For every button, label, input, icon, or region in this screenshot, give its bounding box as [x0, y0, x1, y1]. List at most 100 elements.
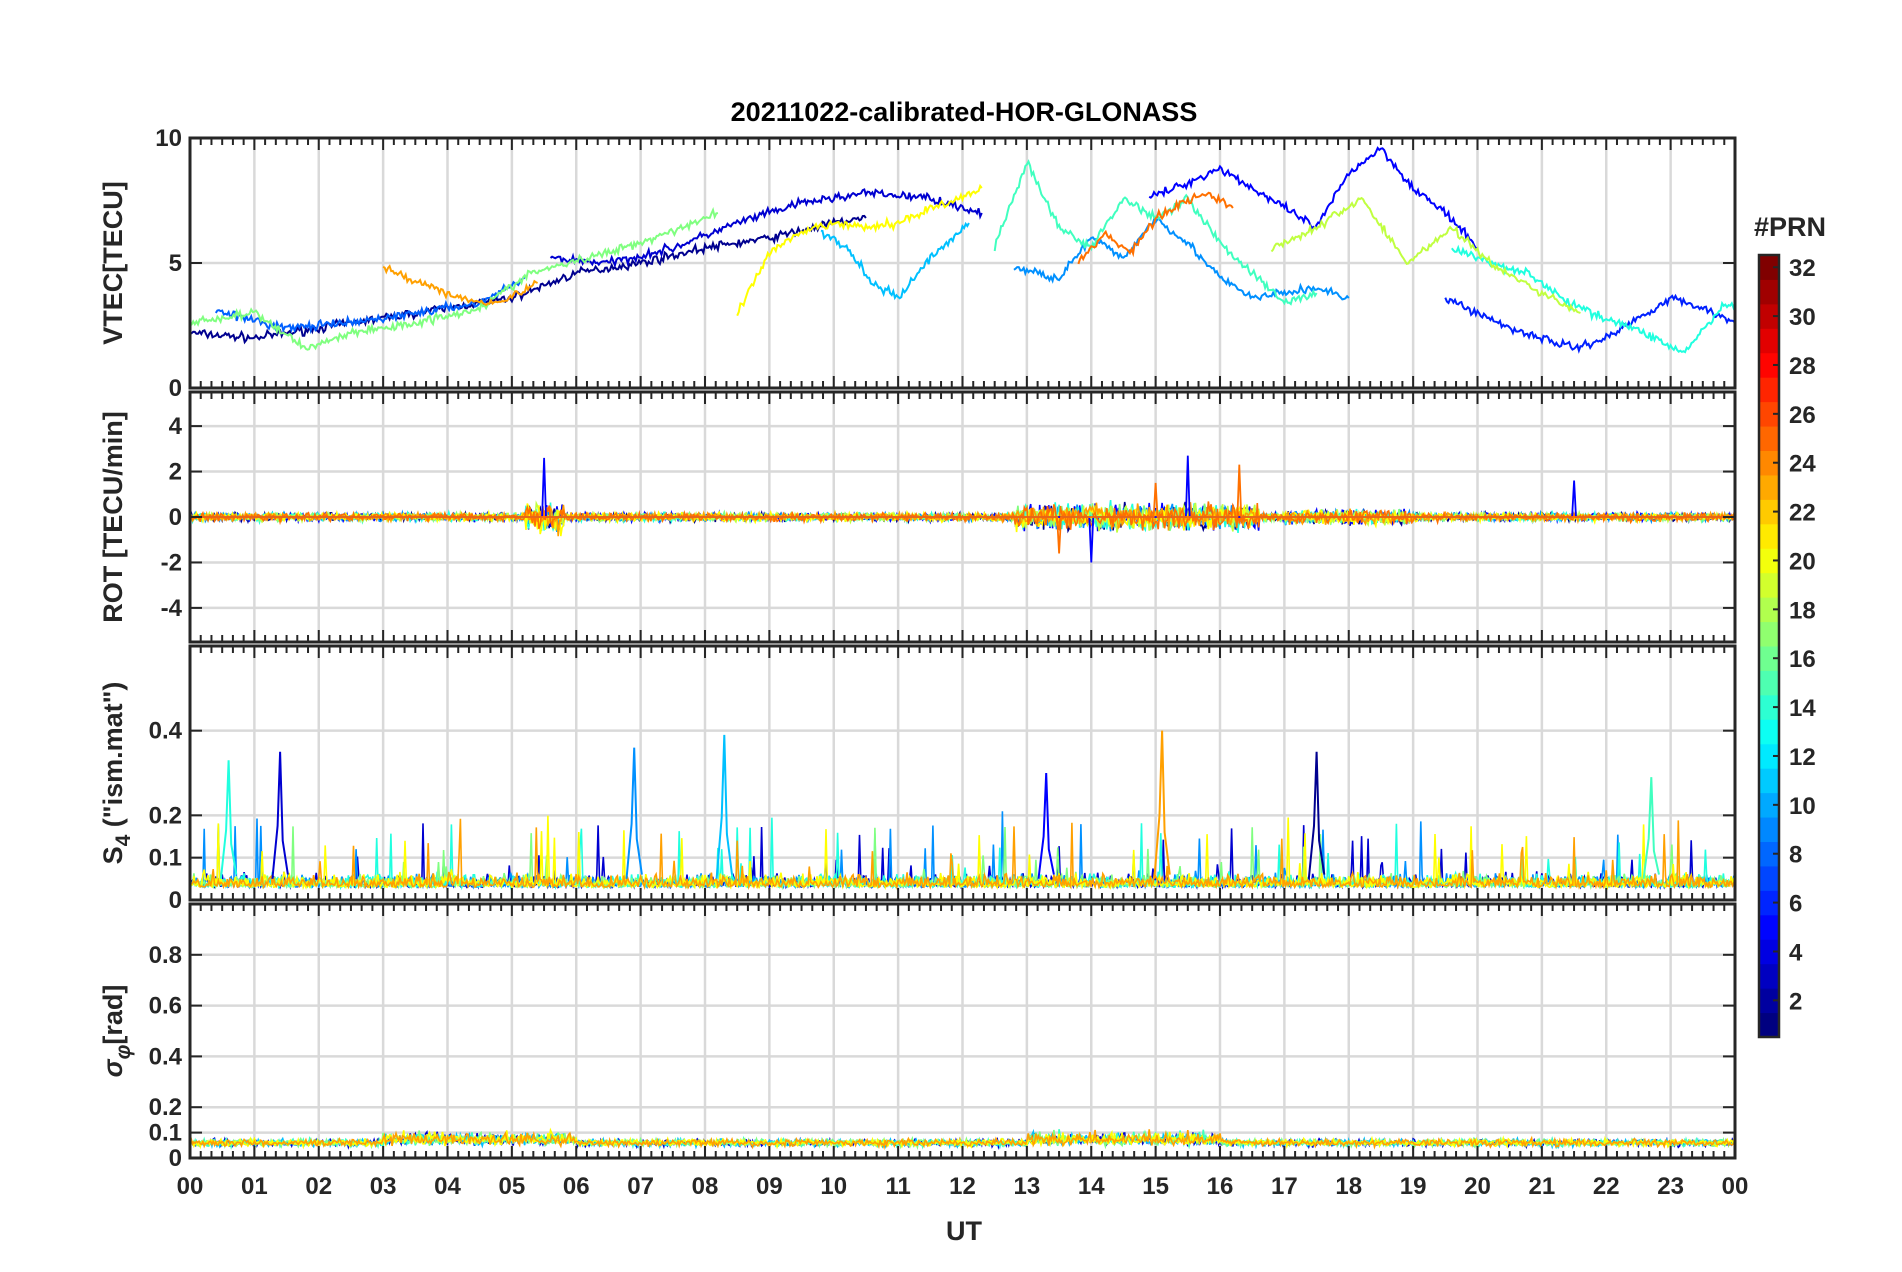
colorbar-segment — [1759, 890, 1779, 916]
colorbar-segment — [1759, 621, 1779, 647]
colorbar-segment — [1759, 914, 1779, 940]
s4-peak — [625, 747, 643, 879]
x-tick-label: 16 — [1207, 1173, 1234, 1200]
vtec-series-line — [382, 264, 539, 307]
colorbar-segment — [1759, 474, 1779, 500]
colorbar-tick-label: 6 — [1789, 891, 1802, 918]
s4-series-line — [190, 818, 1735, 891]
colorbar-segment — [1759, 279, 1779, 305]
vtec-series-line — [549, 188, 983, 269]
x-tick-label: 14 — [1078, 1173, 1105, 1200]
colorbar-segment — [1759, 377, 1779, 403]
x-tick-label: 15 — [1142, 1173, 1169, 1200]
colorbar-segment — [1759, 352, 1779, 378]
x-tick-label: 20 — [1464, 1173, 1491, 1200]
y-axis-title-rest: [rad] — [98, 985, 128, 1045]
colorbar-segment — [1759, 792, 1779, 818]
colorbar-segment — [1759, 988, 1779, 1014]
x-tick-label: 12 — [949, 1173, 976, 1200]
y-axis-title-vtec: VTEC[TECU] — [98, 181, 128, 345]
plot-area-vtec — [190, 146, 1735, 354]
x-tick-label: 23 — [1657, 1173, 1684, 1200]
panel-rot: -4 -2 0 2 4 ROT [TECU/min] — [98, 390, 1737, 644]
y-tick-label: 10 — [155, 125, 182, 152]
x-axis-title: UT — [946, 1216, 982, 1246]
x-tick-label: 08 — [692, 1173, 719, 1200]
plot-area-s4 — [190, 730, 1735, 891]
colorbar-tick-label: 8 — [1789, 842, 1802, 869]
vtec-series-line — [1013, 217, 1350, 302]
colorbar-tick-label: 16 — [1789, 646, 1816, 673]
colorbar-segment — [1759, 523, 1779, 549]
s4-peak — [1642, 777, 1660, 879]
panel-sigma_phi: 00.10.2 0.4 0.6 0.8 σφ[rad] 00 01 02 03 04 05 06 07 0… — [98, 902, 1749, 1200]
colorbar-segment — [1759, 572, 1779, 598]
colorbar-tick-label: 12 — [1789, 744, 1816, 771]
y-tick-label: 2 — [169, 459, 182, 486]
colorbar-segment — [1759, 548, 1779, 574]
colorbar-tick-label: 26 — [1789, 402, 1816, 429]
y-axis-title-sub: 4 — [112, 834, 135, 846]
y-axis-title-rest: ("ism.mat") — [98, 682, 128, 835]
y-tick-label: 0.4 — [149, 1043, 183, 1070]
vtec-series-line — [1077, 191, 1234, 265]
x-tick-label: 00 — [1722, 1173, 1749, 1200]
x-tick-label: 19 — [1400, 1173, 1427, 1200]
colorbar-tick-label: 22 — [1789, 500, 1816, 527]
colorbar-segment — [1759, 499, 1779, 525]
vtec-series-line — [1270, 196, 1581, 314]
colorbar-segment — [1759, 694, 1779, 720]
y-tick-label: -4 — [161, 595, 183, 622]
x-tick-label: 04 — [434, 1173, 461, 1200]
x-tick-label: 10 — [820, 1173, 847, 1200]
colorbar-segment — [1759, 670, 1779, 696]
colorbar-segment — [1759, 1012, 1779, 1038]
panel-vtec: 0 5 10 VTEC[TECU] — [98, 125, 1737, 402]
x-axis-title-group: UT — [946, 1216, 982, 1246]
x-tick-label: 17 — [1271, 1173, 1298, 1200]
sigma-phi-series-line — [190, 1129, 1735, 1151]
x-tick-label: 22 — [1593, 1173, 1620, 1200]
colorbar-tick-label: 14 — [1789, 695, 1816, 722]
vtec-series-line — [993, 159, 1318, 306]
y-axis-title-rot: ROT [TECU/min] — [98, 411, 128, 622]
colorbar-segment — [1759, 597, 1779, 623]
s4-peak — [1153, 730, 1171, 879]
x-tick-label: 07 — [627, 1173, 654, 1200]
y-tick-label: 4 — [169, 413, 183, 440]
colorbar-segment — [1759, 719, 1779, 745]
colorbar-tick-label: 32 — [1789, 255, 1816, 282]
x-tick-label: 21 — [1529, 1173, 1556, 1200]
x-tick-label: 02 — [305, 1173, 332, 1200]
x-tick-label: 00 — [177, 1173, 204, 1200]
y-axis-title-sub: φ — [112, 1044, 135, 1059]
vtec-series-line — [1451, 244, 1735, 354]
s4-peak — [219, 760, 238, 879]
plot-area-sigma_phi — [190, 1127, 1735, 1151]
y-tick-label: -2 — [161, 549, 182, 576]
y-tick-label: 0.8 — [149, 942, 182, 969]
y-axis-title-main: S — [98, 846, 128, 864]
colorbar-segment — [1759, 817, 1779, 842]
y-tick-label: 0.6 — [149, 993, 182, 1020]
colorbar-tick-label: 10 — [1789, 793, 1816, 820]
colorbar-tick-label: 28 — [1789, 353, 1816, 380]
y-tick-label: 5 — [169, 250, 182, 277]
vtec-series-line — [736, 183, 983, 317]
x-tick-label: 03 — [370, 1173, 397, 1200]
x-tick-label: 13 — [1014, 1173, 1041, 1200]
colorbar-segment — [1759, 401, 1779, 427]
s4-peak — [715, 734, 733, 879]
colorbar-tick-label: 20 — [1789, 548, 1816, 575]
x-tick-label: 05 — [499, 1173, 526, 1200]
vtec-series-line — [190, 206, 719, 351]
vtec-series-line — [190, 214, 867, 345]
y-tick-label: 0.1 — [149, 1120, 182, 1147]
colorbar-segment — [1759, 646, 1779, 671]
s4-peak — [1037, 772, 1055, 879]
panels: 05 10 VTEC[TECU] -4 -2 02 4 ROT [TECU/min] 0 0.1 0… — [98, 125, 1748, 1200]
colorbar-segment — [1759, 255, 1779, 280]
rot-spike-line — [190, 464, 1735, 554]
y-tick-label: 0 — [169, 504, 182, 531]
x-tick-label: 11 — [885, 1173, 910, 1200]
